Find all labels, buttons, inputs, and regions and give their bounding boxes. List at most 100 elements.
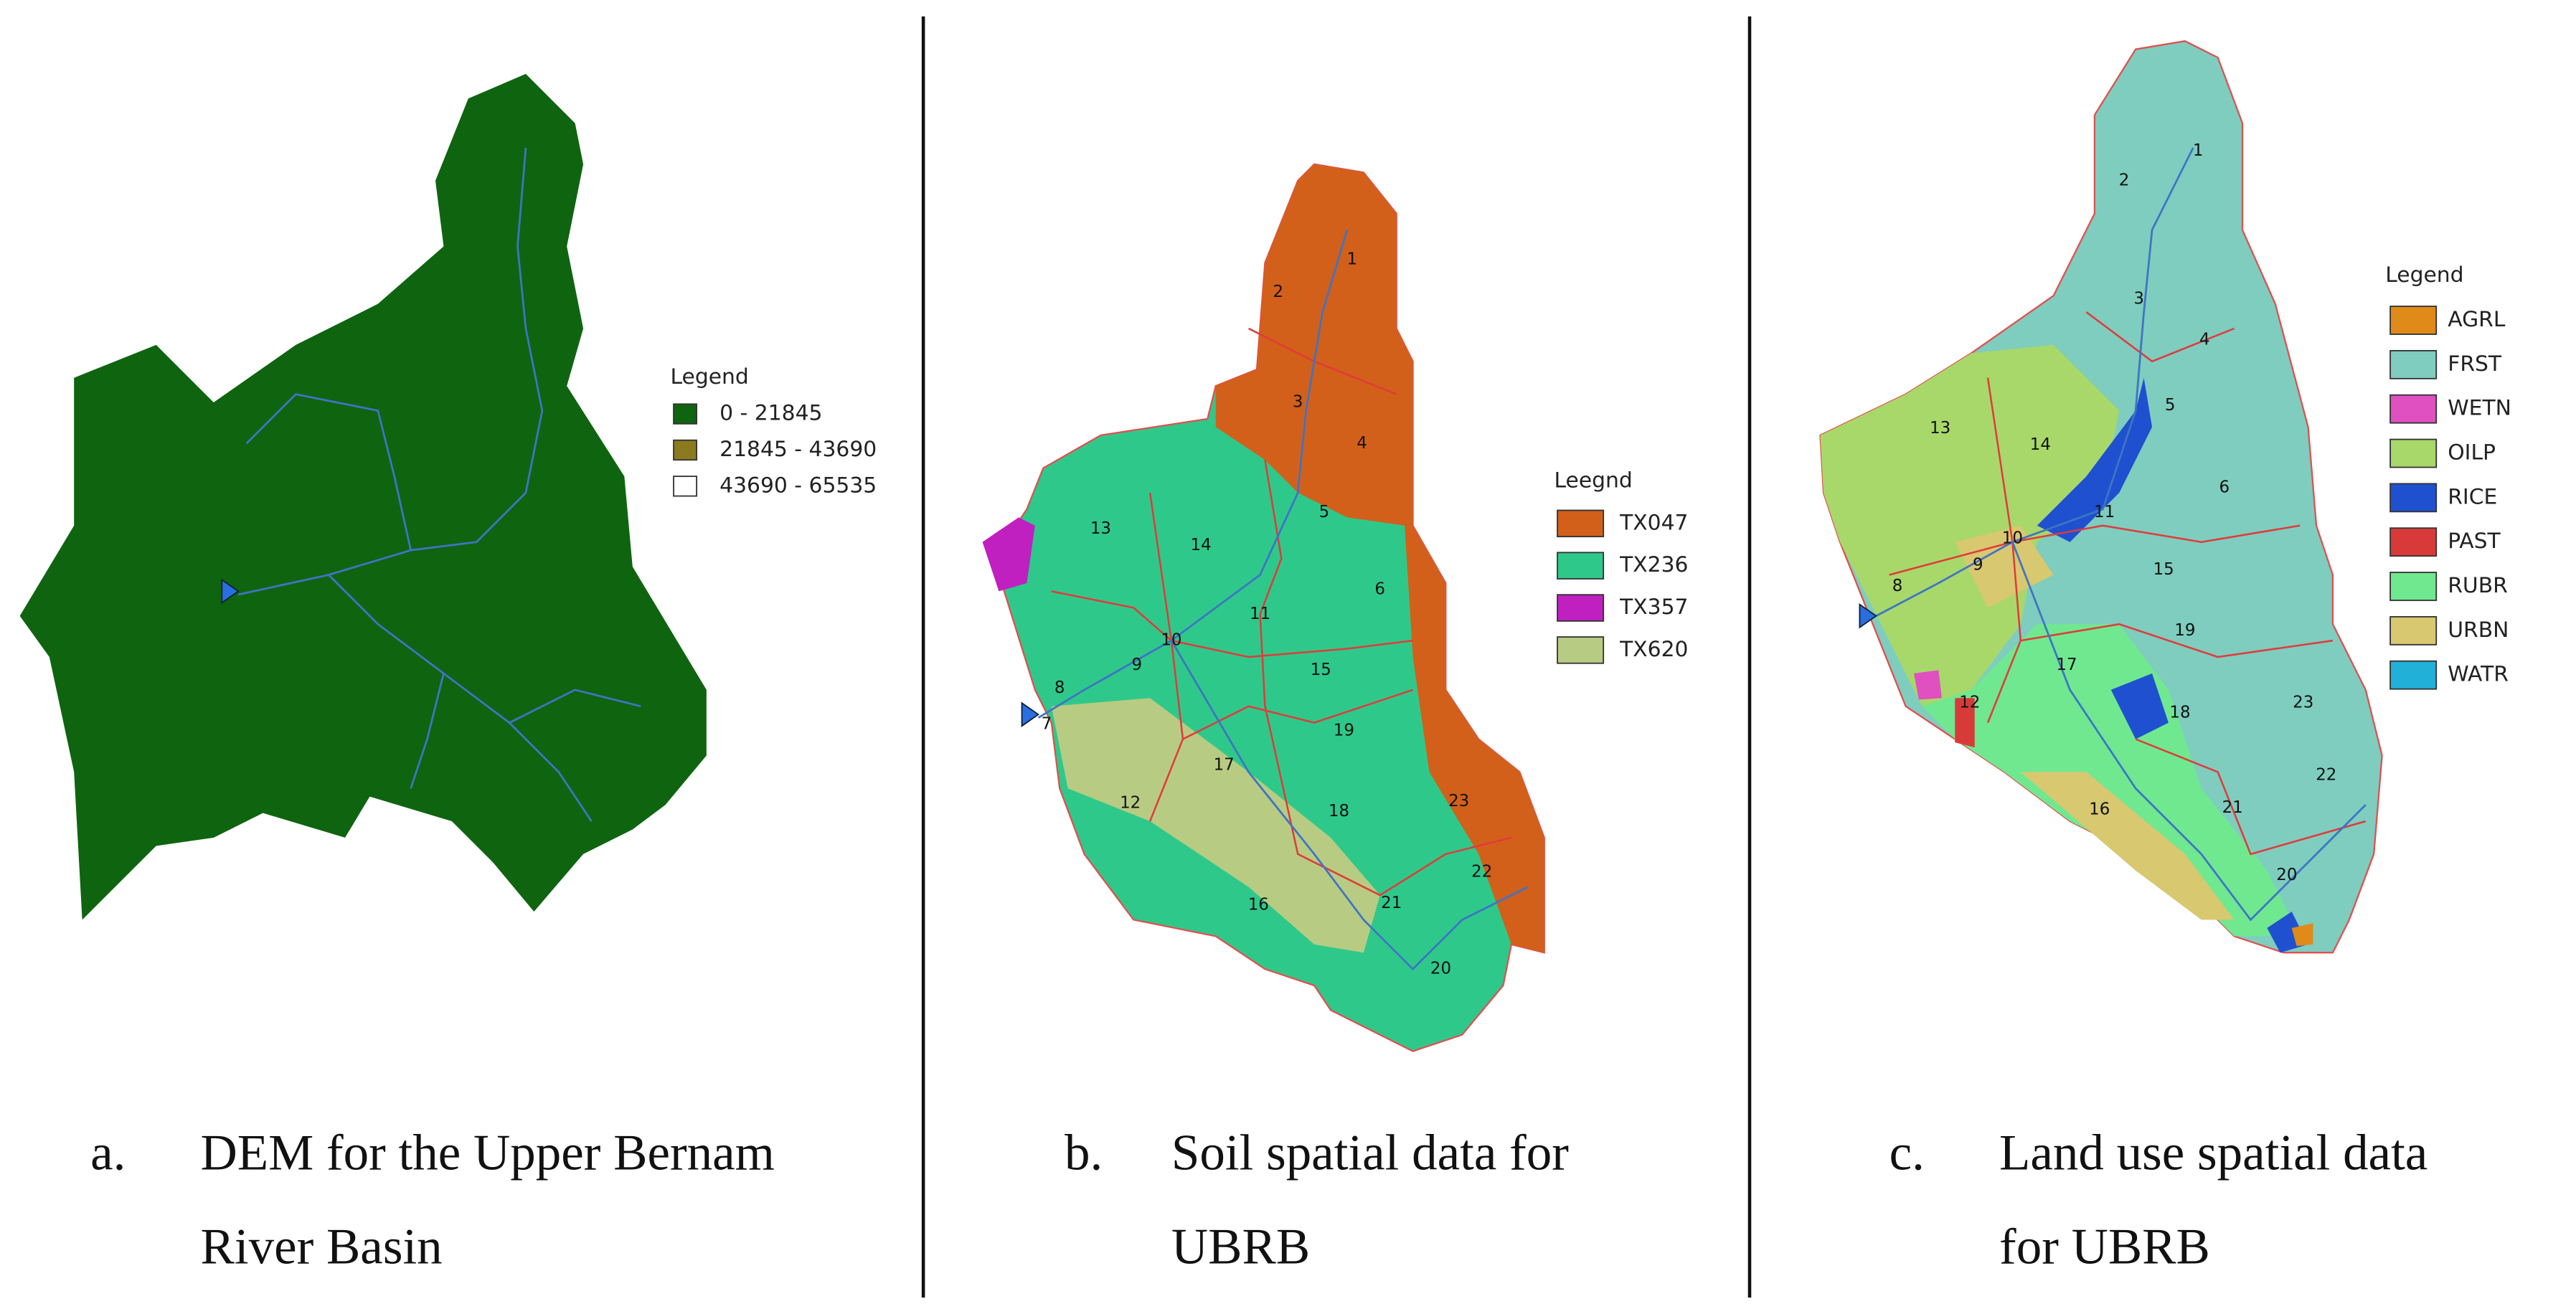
caption-text: Soil spatial data for xyxy=(1171,1125,1569,1181)
subbasin-label: 1 xyxy=(1347,250,1358,268)
subbasin-label: 12 xyxy=(1959,694,1980,712)
legend-label: AGRL xyxy=(2448,307,2506,332)
legend-title: Legend xyxy=(670,364,748,389)
subbasin-label: 11 xyxy=(2094,503,2115,521)
subbasin-label: 10 xyxy=(1161,631,1181,650)
outlet xyxy=(1859,602,1877,629)
subbasin-boundary xyxy=(2085,311,2235,363)
subbasin-label: 17 xyxy=(2056,656,2077,674)
river xyxy=(1037,230,1349,719)
subbasin-label: 2 xyxy=(2119,171,2130,189)
subbasin-label: 19 xyxy=(2174,621,2195,640)
subbasin-label: 6 xyxy=(1374,580,1385,599)
outlet xyxy=(1021,701,1040,727)
river xyxy=(410,673,445,789)
land-zone xyxy=(2020,772,2235,920)
subbasin-label: 13 xyxy=(1090,519,1111,538)
legend-swatch xyxy=(673,403,698,425)
land-zone xyxy=(1820,344,2120,706)
legend-label: FRST xyxy=(2448,351,2502,377)
subbasin-label: 19 xyxy=(1334,722,1354,740)
land-use-map xyxy=(1819,40,2383,954)
subbasin-label: 11 xyxy=(1250,605,1270,623)
legend-swatch xyxy=(2389,527,2438,557)
subbasin-boundary xyxy=(1259,459,1512,897)
land-zone xyxy=(1955,525,2054,608)
subbasin-label: 16 xyxy=(1248,895,1269,914)
subbasin-label: 21 xyxy=(2222,798,2243,817)
subbasin-boundary xyxy=(1051,590,1413,658)
legend-swatch xyxy=(1557,594,1605,622)
legend-label: RICE xyxy=(2448,484,2497,509)
subbasin-label: 4 xyxy=(2199,331,2210,349)
subbasin-label: 15 xyxy=(1311,661,1331,679)
subbasin-label: 20 xyxy=(1430,960,1451,978)
subbasin-boundary xyxy=(2135,738,2367,856)
legend-swatch xyxy=(2389,660,2438,690)
subbasin-label: 22 xyxy=(1471,862,1492,881)
subbasin-boundary xyxy=(1182,689,1413,740)
legend-label: 21845 - 43690 xyxy=(720,437,877,462)
land-zone xyxy=(2037,377,2153,542)
legend-swatch xyxy=(673,439,698,461)
dem-map xyxy=(19,74,707,920)
subbasin-label: 18 xyxy=(1329,802,1349,821)
subbasin-label: 2 xyxy=(1273,283,1283,301)
land-zone xyxy=(1955,698,1975,747)
legend-swatch xyxy=(2389,349,2438,379)
soil-zone xyxy=(982,517,1035,592)
outlet xyxy=(221,578,240,605)
subbasin-label: 5 xyxy=(1319,503,1330,521)
caption-marker: c. xyxy=(1889,1125,1925,1181)
subbasin-label: 6 xyxy=(2219,478,2230,497)
legend-label: URBN xyxy=(2448,618,2509,643)
legend-label: TX047 xyxy=(1619,510,1688,535)
soil-zone xyxy=(1215,164,1544,953)
subbasin-label: 13 xyxy=(1930,419,1950,438)
subbasin-label: 3 xyxy=(1293,393,1303,412)
river xyxy=(245,393,412,551)
subbasin-boundary xyxy=(1986,377,2022,724)
soil-zone xyxy=(1051,698,1380,953)
subbasin-label: 12 xyxy=(1120,793,1141,812)
subbasin-label: 23 xyxy=(2293,694,2313,712)
legend-swatch xyxy=(2389,306,2438,335)
caption-text: DEM for the Upper Bernam xyxy=(201,1125,775,1181)
river xyxy=(509,689,641,724)
caption-marker: b. xyxy=(1065,1125,1103,1181)
subbasin-label: 3 xyxy=(2133,289,2144,308)
subbasin-label: 7 xyxy=(1042,714,1052,733)
subbasin-boundary xyxy=(2020,623,2334,658)
subbasin-label: 1 xyxy=(2193,141,2204,160)
subbasin-label: 15 xyxy=(2153,560,2174,579)
subbasin-boundary xyxy=(1148,492,1184,822)
subbasin-label: 22 xyxy=(2316,765,2336,784)
legend-label: 0 - 21845 xyxy=(720,401,822,426)
subbasin-label: 9 xyxy=(1973,555,1983,574)
legend-label: OILP xyxy=(2448,440,2496,465)
legend-label: WETN xyxy=(2448,396,2511,421)
legend-label: TX236 xyxy=(1619,552,1688,577)
legend-label: TX620 xyxy=(1619,637,1688,662)
legend-swatch xyxy=(2389,572,2438,601)
legend-swatch xyxy=(1557,552,1605,580)
legend-swatch xyxy=(2389,615,2438,646)
legend-swatch xyxy=(2389,394,2438,424)
subbasin-boundary xyxy=(1889,524,2301,576)
legend-label: PAST xyxy=(2448,529,2501,554)
basin xyxy=(19,74,707,920)
caption-text: UBRB xyxy=(1171,1219,1310,1275)
subbasin-label: 10 xyxy=(2002,529,2023,548)
legend-label: WATR xyxy=(2448,662,2509,687)
caption-text: for UBRB xyxy=(1999,1219,2210,1275)
subbasin-label: 8 xyxy=(1055,679,1065,697)
subbasin-label: 8 xyxy=(1892,577,1903,595)
legend-label: TX357 xyxy=(1619,595,1688,620)
river xyxy=(237,147,544,596)
river xyxy=(1875,147,2194,617)
subbasin-label: 18 xyxy=(2169,703,2190,722)
subbasin-label: 14 xyxy=(1191,536,1212,554)
subbasin-label: 4 xyxy=(1357,434,1367,453)
caption-marker: a. xyxy=(90,1125,126,1181)
subbasin-label: 23 xyxy=(1448,792,1469,810)
